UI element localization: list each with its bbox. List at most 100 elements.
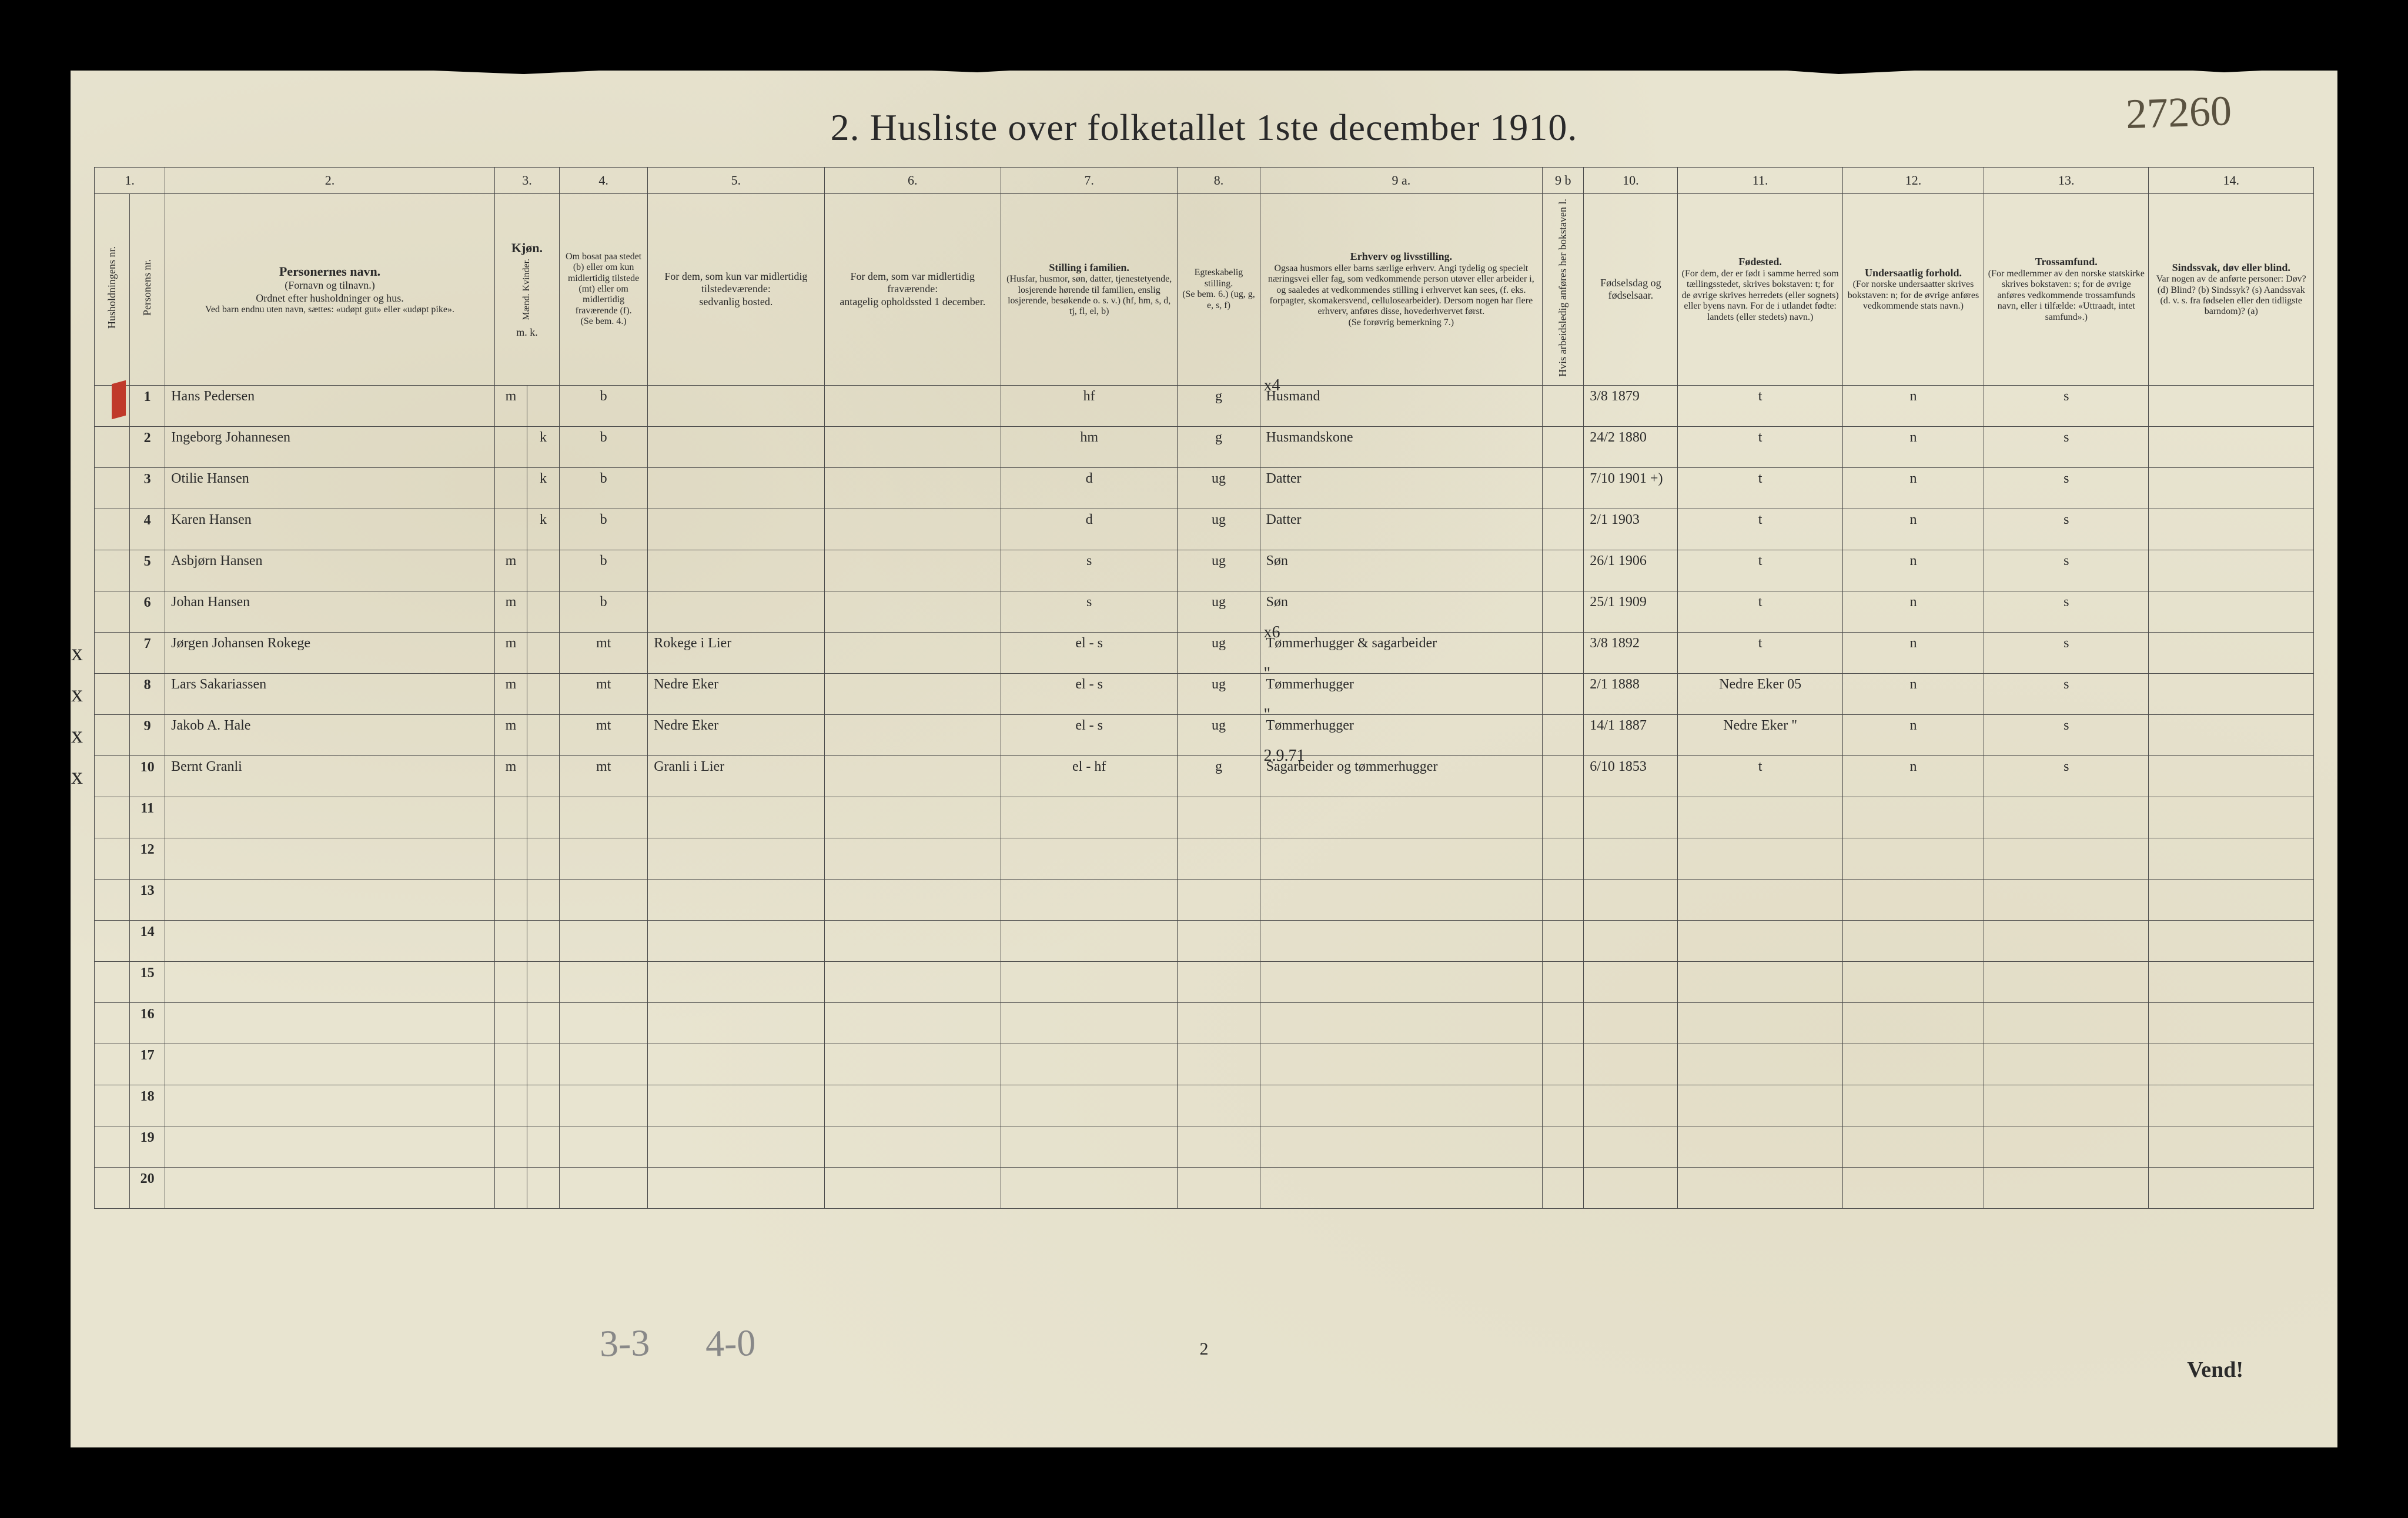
- cell-empty: [648, 1044, 824, 1085]
- cell-empty: [1678, 920, 1842, 961]
- cell-occupation: Søn: [1260, 550, 1543, 591]
- cell-residence: mt: [560, 755, 648, 797]
- cell-empty: [648, 1126, 824, 1167]
- cell-empty: [95, 838, 130, 879]
- cell-sex-m: [494, 467, 527, 509]
- cell-empty: [2149, 797, 2314, 838]
- cell-empty: [165, 920, 495, 961]
- hdr-temp-absent: For dem, som var midlertidig fraværende:…: [824, 193, 1001, 385]
- cell-empty: [560, 797, 648, 838]
- cell-empty: [1543, 1126, 1584, 1167]
- cell-empty: [1001, 1044, 1177, 1085]
- cell-empty: [824, 1044, 1001, 1085]
- cell-empty: [1842, 920, 1984, 961]
- colnum-3: 3.: [494, 168, 559, 194]
- cell-empty: [824, 920, 1001, 961]
- cell-empty: [1842, 879, 1984, 920]
- cell-empty: [1001, 1085, 1177, 1126]
- cell-empty: [165, 838, 495, 879]
- hdr-residence: Om bosat paa stedet (b) eller om kun mid…: [560, 193, 648, 385]
- cell-empty: [1178, 1167, 1260, 1208]
- cell-empty: [165, 797, 495, 838]
- cell-empty: [1678, 1085, 1842, 1126]
- page-title: 2. Husliste over folketallet 1ste decemb…: [71, 71, 2337, 167]
- cell-person-nr: 12: [130, 838, 165, 879]
- table-row: x 10 Bernt Granli m mt Granli i Lier el …: [95, 755, 2314, 797]
- cell-empty: [1984, 1002, 2149, 1044]
- cell-empty: [648, 1002, 824, 1044]
- cell-birthplace: t: [1678, 632, 1842, 673]
- cell-disability: [2149, 755, 2314, 797]
- cell-empty: [648, 797, 824, 838]
- colnum-4: 4.: [560, 168, 648, 194]
- cell-nationality: n: [1842, 632, 1984, 673]
- cell-empty: [1842, 797, 1984, 838]
- hdr-occupation: Erhverv og livsstilling. Ogsaa husmors e…: [1260, 193, 1543, 385]
- cell-empty: [1984, 838, 2149, 879]
- cell-occupation: Datter: [1260, 509, 1543, 550]
- cell-empty: [1984, 1044, 2149, 1085]
- table-row: x 8 Lars Sakariassen m mt Nedre Eker el …: [95, 673, 2314, 714]
- cell-empty: [95, 1126, 130, 1167]
- cell-empty: [1842, 1167, 1984, 1208]
- cell-unemployed: [1543, 755, 1584, 797]
- cell-religion: s: [1984, 509, 2149, 550]
- cell-empty: [1984, 961, 2149, 1002]
- cell-empty: [1178, 1002, 1260, 1044]
- cell-residence: mt: [560, 632, 648, 673]
- cell-empty: [2149, 879, 2314, 920]
- header-row: Husholdningens nr. Personens nr. Persone…: [95, 193, 2314, 385]
- cell-empty: [95, 797, 130, 838]
- cell-empty: [2149, 1044, 2314, 1085]
- cell-empty: [824, 1002, 1001, 1044]
- cell-empty: [1842, 1126, 1984, 1167]
- cell-nationality: n: [1842, 426, 1984, 467]
- pencil-note-1: 3-3: [599, 1321, 650, 1365]
- cell-dob: 3/8 1892: [1584, 632, 1678, 673]
- cell-person-nr: 16: [130, 1002, 165, 1044]
- cell-empty: [165, 1002, 495, 1044]
- cell-whereabouts: [824, 467, 1001, 509]
- cell-name: Bernt Granli: [165, 755, 495, 797]
- cell-empty: [1678, 1044, 1842, 1085]
- cell-empty: [494, 1126, 527, 1167]
- hdr-household-nr: Husholdningens nr.: [95, 193, 130, 385]
- cell-empty: [1543, 1167, 1584, 1208]
- cell-empty: [95, 920, 130, 961]
- cell-residence: b: [560, 591, 648, 632]
- cell-person-nr: 6: [130, 591, 165, 632]
- cell-household: [95, 385, 130, 426]
- cell-empty: [560, 1085, 648, 1126]
- cell-birthplace: Nedre Eker ": [1678, 714, 1842, 755]
- cell-empty: [824, 879, 1001, 920]
- cell-empty: [494, 879, 527, 920]
- table-row-empty: 13: [95, 879, 2314, 920]
- cell-empty: [527, 1002, 559, 1044]
- cell-household: x: [95, 673, 130, 714]
- cell-occupation: 2.9.71 Sagarbeider og tømmerhugger: [1260, 755, 1543, 797]
- cell-empty: [560, 879, 648, 920]
- cell-household: [95, 426, 130, 467]
- cell-empty: [824, 1085, 1001, 1126]
- cell-empty: [1584, 879, 1678, 920]
- cell-empty: [2149, 920, 2314, 961]
- cell-residence: b: [560, 385, 648, 426]
- cell-empty: [165, 961, 495, 1002]
- cell-empty: [1543, 1002, 1584, 1044]
- cell-disability: [2149, 632, 2314, 673]
- cell-birthplace: t: [1678, 550, 1842, 591]
- cell-unemployed: [1543, 426, 1584, 467]
- cell-marital: ug: [1178, 673, 1260, 714]
- table-row-empty: 11: [95, 797, 2314, 838]
- table-row-empty: 12: [95, 838, 2314, 879]
- census-page: 27260 2. Husliste over folketallet 1ste …: [71, 71, 2337, 1447]
- cell-empty: [648, 1085, 824, 1126]
- cell-religion: s: [1984, 755, 2149, 797]
- cell-empty: [165, 1126, 495, 1167]
- cell-usual-residence: Nedre Eker: [648, 714, 824, 755]
- cell-empty: [2149, 961, 2314, 1002]
- cell-empty: [648, 920, 824, 961]
- cell-empty: [1584, 797, 1678, 838]
- cell-residence: b: [560, 509, 648, 550]
- cell-empty: [1984, 1167, 2149, 1208]
